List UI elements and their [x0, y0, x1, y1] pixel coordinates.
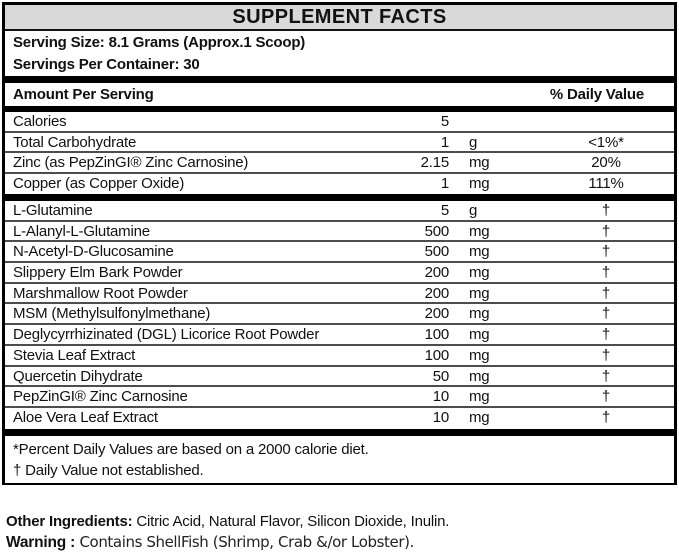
ingredient-daily-value: † — [601, 408, 611, 426]
ingredient-unit: mg — [469, 388, 490, 406]
ingredient-unit: mg — [469, 243, 490, 261]
ingredient-daily-value: † — [601, 305, 611, 323]
ingredient-name: Slippery Elm Bark Powder — [13, 264, 183, 282]
ingredient-amount: 200 — [424, 264, 450, 282]
ingredient-daily-value: † — [601, 243, 611, 261]
warning-label: Warning : — [6, 534, 76, 551]
serving-size: Serving Size: 8.1 Grams (Approx.1 Scoop) — [13, 34, 306, 51]
table-row: Aloe Vera Leaf Extract 10 mg † — [5, 408, 674, 429]
ingredient-name: Stevia Leaf Extract — [13, 346, 136, 364]
table-row: Zinc (as PepZinGI® Zinc Carnosine) 2.15 … — [5, 153, 674, 174]
other-ingredients-label: Other Ingredients: — [6, 513, 133, 530]
ingredient-name: MSM (Methylsulfonylmethane) — [13, 305, 211, 323]
ingredient-name: Aloe Vera Leaf Extract — [13, 408, 158, 426]
ingredient-amount: 200 — [424, 284, 450, 302]
amount-per-serving-header: Amount Per Serving — [13, 86, 154, 103]
dagger-footnote: † Daily Value not established. — [13, 461, 204, 479]
percent-dv-footnote: *Percent Daily Values are based on a 200… — [13, 440, 369, 458]
nutrient-unit: mg — [469, 154, 490, 171]
ingredient-unit: mg — [469, 346, 490, 364]
nutrient-name: Total Carbohydrate — [13, 133, 137, 151]
ingredient-unit: mg — [469, 222, 490, 240]
warning-value: Contains ShellFish (Shrimp, Crab &/or Lo… — [75, 533, 414, 551]
ingredient-unit: mg — [469, 284, 490, 302]
servings-per-container: Servings Per Container: 30 — [13, 56, 200, 73]
ingredient-amount: 100 — [424, 326, 450, 344]
ingredient-amount: 50 — [432, 367, 449, 385]
ingredient-amount: 10 — [432, 388, 449, 406]
ingredient-unit: mg — [469, 326, 490, 344]
nutrient-daily-value: 111% — [588, 174, 624, 192]
ingredient-name: PepZinGI® Zinc Carnosine — [13, 388, 188, 406]
table-row: Total Carbohydrate 1 g <1%* — [5, 133, 674, 153]
ingredient-amount: 200 — [424, 305, 450, 323]
ingredient-amount: 100 — [424, 346, 450, 364]
daily-value-header: % Daily Value — [549, 86, 644, 103]
nutrient-daily-value: 20% — [591, 154, 621, 171]
column-header-row: Amount Per Serving % Daily Value — [5, 83, 674, 106]
table-row: Copper (as Copper Oxide) 1 mg 111% — [5, 174, 674, 195]
ingredient-rows: L-Glutamine 5 g † L-Alanyl-L-Glutamine 5… — [5, 201, 674, 429]
nutrient-name: Copper (as Copper Oxide) — [13, 174, 185, 192]
ingredient-unit: mg — [469, 264, 490, 282]
ingredient-daily-value: † — [601, 367, 611, 385]
panel-title: SUPPLEMENT FACTS — [5, 5, 674, 31]
ingredient-unit: mg — [469, 367, 490, 385]
nutrient-unit: mg — [469, 174, 490, 192]
nutrient-amount: 1 — [440, 174, 449, 192]
ingredient-amount: 500 — [424, 222, 450, 240]
nutrient-unit: g — [469, 133, 478, 151]
nutrient-name: Zinc (as PepZinGI® Zinc Carnosine) — [13, 154, 249, 171]
ingredient-daily-value: † — [601, 388, 611, 406]
section-bar — [5, 76, 674, 83]
other-ingredients-value: Citric Acid, Natural Flavor, Silicon Dio… — [132, 513, 450, 530]
serving-info: Serving Size: 8.1 Grams (Approx.1 Scoop)… — [5, 31, 674, 76]
table-row: Deglycyrrhizinated (DGL) Licorice Root P… — [5, 325, 674, 346]
warning-line: Warning : Contains ShellFish (Shrimp, Cr… — [6, 533, 414, 552]
ingredient-unit: mg — [469, 305, 490, 323]
ingredient-unit: g — [469, 202, 478, 219]
table-row: Stevia Leaf Extract 100 mg † — [5, 346, 674, 367]
ingredient-daily-value: † — [601, 346, 611, 364]
section-bar — [5, 106, 674, 112]
table-row: L-Glutamine 5 g † — [5, 201, 674, 222]
footnotes: *Percent Daily Values are based on a 200… — [5, 436, 674, 483]
other-ingredients-line: Other Ingredients: Citric Acid, Natural … — [6, 513, 449, 530]
ingredient-daily-value: † — [601, 284, 611, 302]
table-row: Quercetin Dihydrate 50 mg † — [5, 367, 674, 388]
table-row: MSM (Methylsulfonylmethane) 200 mg † — [5, 304, 674, 326]
nutrient-name: Calories — [13, 113, 67, 130]
table-row: Calories 5 — [5, 112, 674, 133]
ingredient-unit: mg — [469, 408, 490, 426]
ingredient-name: Deglycyrrhizinated (DGL) Licorice Root P… — [13, 326, 320, 344]
ingredient-name: Quercetin Dihydrate — [13, 367, 143, 385]
ingredient-daily-value: † — [601, 222, 611, 240]
ingredient-daily-value: † — [601, 202, 611, 219]
table-row: PepZinGI® Zinc Carnosine 10 mg † — [5, 387, 674, 408]
nutrient-daily-value: <1%* — [588, 133, 624, 151]
nutrient-amount: 5 — [440, 113, 449, 130]
ingredient-name: Marshmallow Root Powder — [13, 284, 188, 302]
ingredient-daily-value: † — [601, 264, 611, 282]
table-row: Slippery Elm Bark Powder 200 mg † — [5, 263, 674, 284]
ingredient-amount: 10 — [432, 408, 449, 426]
ingredient-amount: 5 — [440, 202, 449, 219]
ingredient-daily-value: † — [601, 326, 611, 344]
ingredient-name: N-Acetyl-D-Glucosamine — [13, 243, 174, 261]
ingredient-amount: 500 — [424, 243, 450, 261]
nutrient-amount: 2.15 — [420, 154, 450, 171]
table-row: N-Acetyl-D-Glucosamine 500 mg † — [5, 242, 674, 264]
supplement-facts-panel: SUPPLEMENT FACTS Serving Size: 8.1 Grams… — [2, 2, 677, 485]
ingredient-name: L-Alanyl-L-Glutamine — [13, 222, 150, 240]
section-bar — [5, 428, 674, 436]
nutrient-daily-value — [538, 112, 674, 131]
ingredient-name: L-Glutamine — [13, 202, 93, 219]
section-bar — [5, 194, 674, 201]
nutrient-amount: 1 — [440, 133, 449, 151]
nutrient-rows: Calories 5 Total Carbohydrate 1 g <1%* Z… — [5, 112, 674, 194]
nutrient-unit — [449, 112, 538, 131]
table-row: Marshmallow Root Powder 200 mg † — [5, 284, 674, 305]
table-row: L-Alanyl-L-Glutamine 500 mg † — [5, 222, 674, 243]
